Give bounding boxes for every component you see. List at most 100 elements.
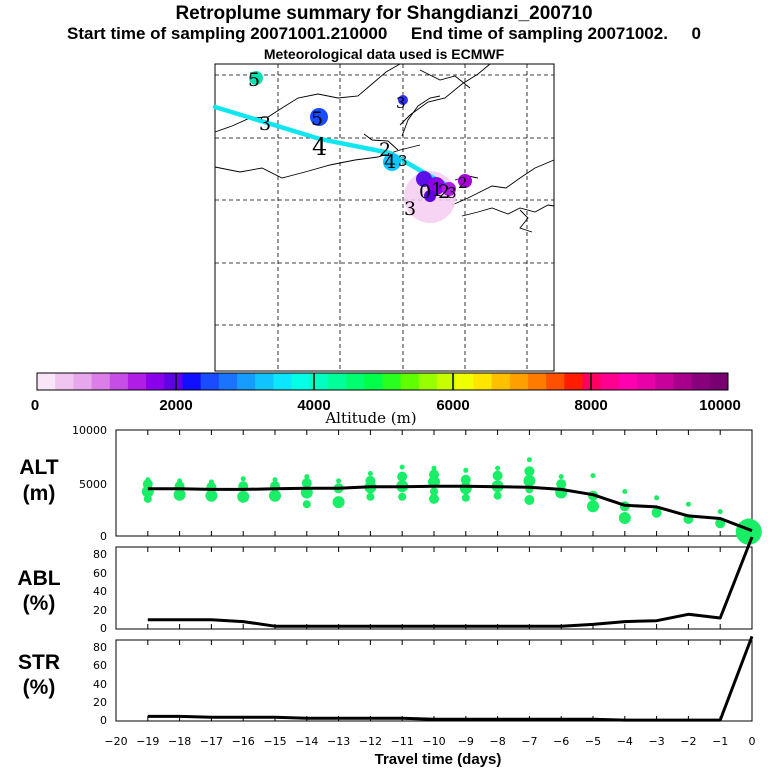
- colorbar-swatch: [455, 373, 474, 390]
- map-marker: [249, 71, 263, 85]
- colorbar-swatch: [600, 373, 620, 390]
- trajectory-label: 2: [379, 139, 391, 161]
- altitude-cluster-point: [272, 477, 278, 483]
- colorbar-swatch: [618, 373, 638, 390]
- abl-series-line: [147, 536, 754, 628]
- alt-ytick: 0: [100, 530, 107, 543]
- colorbar-tick-label: 0: [31, 397, 39, 414]
- altitude-cluster-point: [590, 473, 596, 479]
- altitude-cluster-point: [367, 471, 373, 476]
- x-tick-label: −17: [200, 735, 223, 748]
- colorbar-swatch: [418, 373, 438, 390]
- altitude-cluster-point: [398, 492, 407, 501]
- x-tick-label: −13: [327, 735, 350, 748]
- altitude-cluster-point: [429, 493, 439, 504]
- colorbar-swatch: [637, 373, 656, 390]
- x-tick-label: −15: [263, 735, 286, 748]
- trajectory-label: 3: [259, 113, 271, 135]
- colorbar-swatch: [255, 373, 274, 390]
- x-axis-label: Travel time (days): [375, 751, 502, 768]
- colorbar-swatch: [55, 373, 74, 390]
- colorbar-swatch: [327, 373, 347, 390]
- altitude-cluster-point: [205, 489, 218, 502]
- map-marker: [424, 190, 436, 202]
- colorbar-swatch: [200, 373, 220, 390]
- x-tick-label: −7: [521, 735, 537, 748]
- str-unit: (%): [23, 676, 56, 699]
- trajectory-label: 4: [384, 151, 396, 173]
- map: 5 3 5 4 3 2 4 3 3 0 1 2 3 2: [212, 63, 555, 372]
- alt-ytick: 10000: [72, 424, 107, 437]
- sampling-times: Start time of sampling 20071001.210000 E…: [66, 24, 701, 43]
- altitude-cluster-point: [461, 493, 470, 502]
- chart-title: Retroplume summary for Shangdianzi_20071…: [175, 3, 593, 24]
- map-grid: [215, 64, 554, 371]
- str-ytick: 80: [93, 641, 107, 654]
- x-tick-label: −18: [168, 735, 191, 748]
- trajectory-label: 0: [419, 181, 431, 203]
- altitude-cluster-point: [332, 496, 345, 509]
- x-tick-label: −10: [422, 735, 445, 748]
- abl-ytick: 20: [93, 604, 107, 617]
- map-marker: [458, 174, 472, 188]
- colorbar-swatch: [218, 373, 238, 390]
- x-tick-label: −5: [585, 735, 601, 748]
- altitude-cluster-point: [524, 466, 535, 477]
- altitude-cluster-point: [735, 518, 762, 545]
- altitude-cluster-point: [399, 464, 405, 470]
- altitude-cluster-point: [493, 491, 502, 500]
- colorbar-swatch: [655, 373, 674, 390]
- colorbar-swatch: [709, 373, 729, 390]
- colorbar-swatch: [237, 373, 256, 390]
- x-tick-label: −2: [680, 735, 696, 748]
- x-tick-label: −20: [104, 735, 127, 748]
- x-tick-label: −19: [136, 735, 159, 748]
- colorbar-swatch: [109, 373, 129, 390]
- altitude-cluster-point: [302, 500, 311, 509]
- str-ytick: 20: [93, 696, 107, 709]
- abl-ytick: 60: [93, 567, 107, 580]
- altitude-cluster-point: [622, 489, 628, 494]
- colorbar-swatch: [309, 373, 329, 390]
- colorbar-swatch: [382, 373, 402, 390]
- x-tick-label: −9: [458, 735, 474, 748]
- trajectory-label: 3: [396, 94, 406, 112]
- colorbar-swatch: [146, 373, 165, 390]
- alt-ytick: 5000: [79, 478, 107, 491]
- trajectory-label: 3: [398, 152, 408, 170]
- altitude-cluster-point: [526, 457, 532, 463]
- x-tick-label: −1: [712, 735, 728, 748]
- alt-series-line: [147, 484, 753, 533]
- altitude-cluster-point: [336, 478, 342, 484]
- altitude-cluster-point: [654, 495, 660, 501]
- altitude-cluster-point: [431, 465, 437, 471]
- trajectory-label: 4: [312, 133, 327, 161]
- altitude-cluster-point: [558, 474, 564, 480]
- altitude-cluster-point: [556, 479, 567, 490]
- altitude-cluster-point: [523, 474, 536, 487]
- colorbar-tick-label: 6000: [436, 397, 469, 414]
- x-tick-label: −3: [648, 735, 664, 748]
- x-tick-label: −11: [391, 735, 414, 748]
- altitude-cluster-point: [685, 501, 691, 507]
- abl-panel-frame: [115, 546, 753, 630]
- map-marker: [383, 153, 401, 171]
- colorbar-swatch: [37, 373, 56, 390]
- colorbar-swatch: [491, 373, 511, 390]
- colorbar-swatch: [273, 373, 293, 390]
- altitude-cluster-point: [459, 482, 472, 495]
- colorbar-label: Altitude (m): [324, 409, 416, 427]
- altitude-clusters: [141, 457, 762, 545]
- map-borders: [214, 63, 555, 233]
- colorbar-swatch: [400, 373, 420, 390]
- colorbar-tick-label: 10000: [699, 397, 741, 414]
- str-label: STR: [18, 651, 60, 674]
- altitude-cluster-point: [524, 495, 535, 505]
- altitude-cluster-point: [460, 474, 471, 485]
- altitude-cluster-point: [463, 467, 469, 473]
- abl-unit: (%): [23, 592, 56, 615]
- trajectory-label: 2: [458, 174, 468, 192]
- abl-ytick: 0: [100, 622, 107, 635]
- trajectory-label: 2: [438, 181, 450, 203]
- colorbar-tick-label: 8000: [574, 397, 607, 414]
